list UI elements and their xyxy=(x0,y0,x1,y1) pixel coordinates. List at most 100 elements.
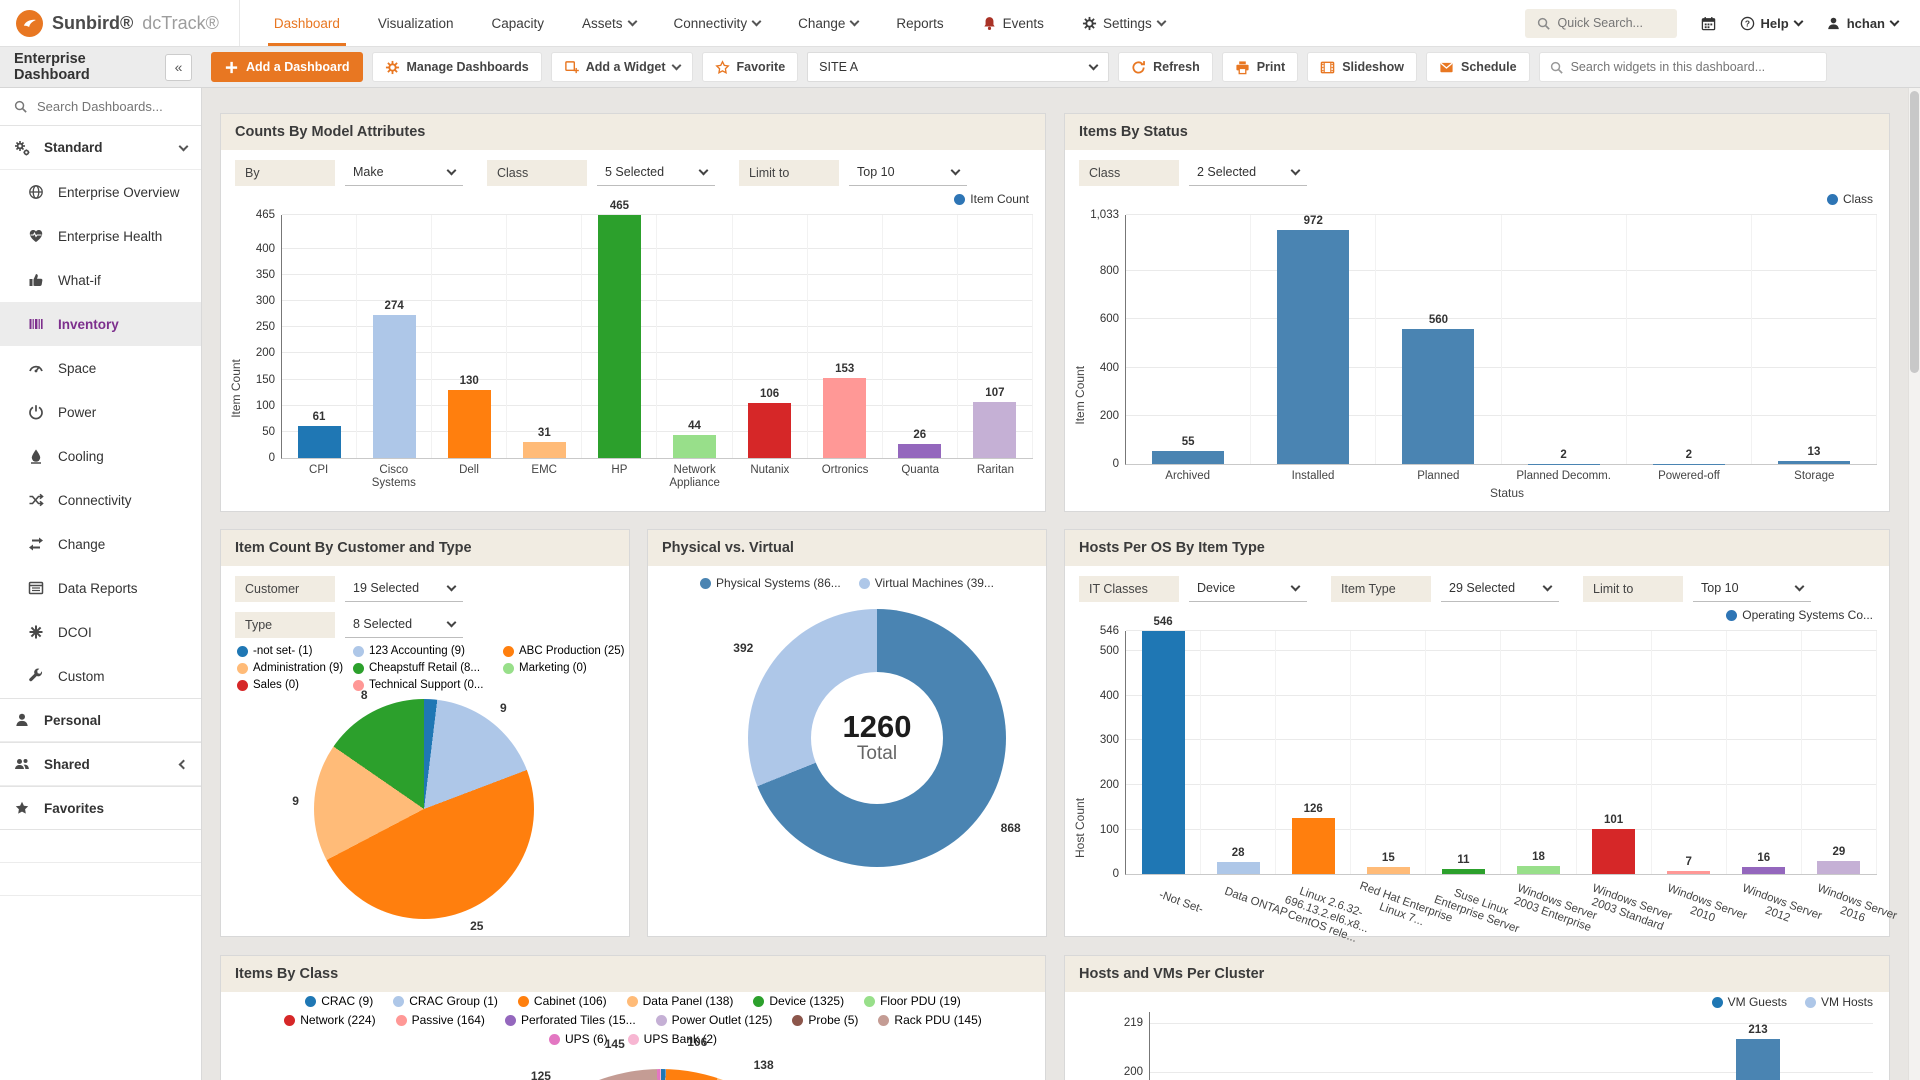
envelope-icon xyxy=(1439,60,1454,75)
filter-select-by[interactable]: Make xyxy=(345,159,463,186)
quick-search-input[interactable] xyxy=(1557,16,1666,30)
x-tick: -Not Set- xyxy=(1125,875,1204,941)
legend-item-passive-164[interactable]: Passive (164) xyxy=(395,1013,485,1027)
legend-item-sales-0[interactable]: Sales (0) xyxy=(237,679,345,691)
sidebar-item-change[interactable]: Change xyxy=(0,522,201,566)
legend-item-ups-bank-2[interactable]: UPS Bank (2) xyxy=(627,1032,717,1046)
sidebar-section-label: Standard xyxy=(44,140,103,155)
pie-slice-label-virtual-machines: 392 xyxy=(733,640,754,655)
filter-select-class[interactable]: 5 Selected xyxy=(597,159,715,186)
nav-item-capacity[interactable]: Capacity xyxy=(491,0,544,46)
gridline xyxy=(1126,828,1877,830)
legend-item-data-panel-138[interactable]: Data Panel (138) xyxy=(626,994,734,1008)
legend-label: Data Panel (138) xyxy=(642,994,734,1008)
star-icon xyxy=(714,59,730,75)
refresh-button[interactable]: Refresh xyxy=(1118,52,1213,82)
x-tick: Windows Server 2016 xyxy=(1802,875,1899,941)
sidebar-section-personal[interactable]: Personal xyxy=(0,698,201,742)
sidebar-item-enterprise-health[interactable]: Enterprise Health xyxy=(0,214,201,258)
user-menu[interactable]: hchan xyxy=(1826,16,1900,31)
legend-item-operating-systems-co[interactable]: Operating Systems Co... xyxy=(1726,608,1873,622)
filter-select-type[interactable]: 8 Selected xyxy=(345,611,463,638)
legend-item-crac-9[interactable]: CRAC (9) xyxy=(305,994,373,1008)
nav-item-change[interactable]: Change xyxy=(798,0,860,46)
help-menu[interactable]: ? Help xyxy=(1740,16,1804,31)
y-tick-label: 500 xyxy=(1099,645,1119,658)
sidebar-item-custom[interactable]: Custom xyxy=(0,654,201,698)
filter-select-limit-to[interactable]: Top 10 xyxy=(1693,575,1811,602)
nav-item-dashboard[interactable]: Dashboard xyxy=(267,0,346,46)
nav-item-reports[interactable]: Reports xyxy=(896,0,943,46)
legend-item-network-224[interactable]: Network (224) xyxy=(284,1013,376,1027)
nav-item-assets[interactable]: Assets xyxy=(582,0,637,46)
legend-item-marketing-0[interactable]: Marketing (0) xyxy=(503,662,624,674)
legend-item-class[interactable]: Class xyxy=(1826,192,1873,206)
sidebar-section-favorites[interactable]: Favorites xyxy=(0,786,201,830)
legend-item-physical-systems-86[interactable]: Physical Systems (86... xyxy=(700,576,841,590)
user-icon xyxy=(14,712,32,728)
page-scrollbar[interactable] xyxy=(1908,88,1920,1080)
legend-item-probe-5[interactable]: Probe (5) xyxy=(792,1013,858,1027)
collapse-sidebar-button[interactable]: « xyxy=(165,53,192,81)
nav-item-events[interactable]: Events xyxy=(982,0,1044,46)
quick-search[interactable] xyxy=(1524,8,1677,38)
slideshow-button[interactable]: Slideshow xyxy=(1307,52,1418,82)
calendar-icon[interactable] xyxy=(1701,16,1716,31)
sidebar-item-dcoi[interactable]: DCOI xyxy=(0,610,201,654)
filter-select-limit-to[interactable]: Top 10 xyxy=(849,159,967,186)
widget-search-input[interactable] xyxy=(1570,60,1811,74)
legend-item-cabinet-106[interactable]: Cabinet (106) xyxy=(517,994,607,1008)
legend-item-item-count[interactable]: Item Count xyxy=(954,192,1029,206)
legend-item-ups-6[interactable]: UPS (6) xyxy=(548,1032,608,1046)
sidebar-item-data-reports[interactable]: Data Reports xyxy=(0,566,201,610)
legend-item-vm-guests[interactable]: VM Guests xyxy=(1711,995,1787,1009)
sidebar-item-inventory[interactable]: Inventory xyxy=(0,302,201,346)
sidebar-item-enterprise-overview[interactable]: Enterprise Overview xyxy=(0,170,201,214)
widget-search[interactable] xyxy=(1538,52,1827,82)
add-widget-button[interactable]: Add a Widget xyxy=(550,52,693,82)
sidebar-section-shared[interactable]: Shared xyxy=(0,742,201,786)
x-tick-label: HP xyxy=(611,464,628,476)
legend-item-virtual-machines-39[interactable]: Virtual Machines (39... xyxy=(858,576,994,590)
legend-item-vm-hosts[interactable]: VM Hosts xyxy=(1804,995,1873,1009)
legend-item-administration-9[interactable]: Administration (9) xyxy=(237,662,345,674)
bar-value-label: 61 xyxy=(312,411,326,424)
schedule-button[interactable]: Schedule xyxy=(1426,52,1530,82)
nav-item-settings[interactable]: Settings xyxy=(1082,0,1167,46)
bar-suse-linux-enterprise-server xyxy=(1441,869,1485,874)
add-dashboard-button[interactable]: Add a Dashboard xyxy=(211,52,363,82)
filter-select-class[interactable]: 2 Selected xyxy=(1189,159,1307,186)
legend-item-rack-pdu-145[interactable]: Rack PDU (145) xyxy=(878,1013,982,1027)
nav-item-connectivity[interactable]: Connectivity xyxy=(674,0,762,46)
bar-hp xyxy=(597,215,641,458)
legend-item-power-outlet-125[interactable]: Power Outlet (125) xyxy=(655,1013,772,1027)
sidebar-item-connectivity[interactable]: Connectivity xyxy=(0,478,201,522)
sidebar-item-cooling[interactable]: Cooling xyxy=(0,434,201,478)
sidebar-search-input[interactable] xyxy=(37,99,187,114)
legend-item-123-accounting-9[interactable]: 123 Accounting (9) xyxy=(353,645,495,657)
nav-item-visualization[interactable]: Visualization xyxy=(378,0,454,46)
legend-item-crac-group-1[interactable]: CRAC Group (1) xyxy=(393,994,498,1008)
legend-item-floor-pdu-19[interactable]: Floor PDU (19) xyxy=(864,994,961,1008)
sidebar-item-power[interactable]: Power xyxy=(0,390,201,434)
bar-partial xyxy=(1736,1038,1780,1080)
filter-select-it-classes[interactable]: Device xyxy=(1189,575,1307,602)
sidebar-section-standard[interactable]: Standard xyxy=(0,126,201,170)
sidebar-item-space[interactable]: Space xyxy=(0,346,201,390)
site-selector[interactable]: SITE A xyxy=(807,52,1110,82)
legend-item-device-1325[interactable]: Device (1325) xyxy=(753,994,844,1008)
sidebar-search[interactable] xyxy=(0,88,201,126)
manage-dashboards-button[interactable]: Manage Dashboards xyxy=(371,52,542,82)
favorite-button[interactable]: Favorite xyxy=(701,52,799,82)
legend-item-technical-support-0[interactable]: Technical Support (0... xyxy=(353,679,495,691)
filter-select-customer[interactable]: 19 Selected xyxy=(345,575,463,602)
legend-item-perforated-tiles-15[interactable]: Perforated Tiles (15... xyxy=(504,1013,636,1027)
sidebar-item-what-if[interactable]: What-if xyxy=(0,258,201,302)
legend-item-not-set-1[interactable]: -not set- (1) xyxy=(237,645,345,657)
legend-item-abc-production-25[interactable]: ABC Production (25) xyxy=(503,645,624,657)
filter-select-item-type[interactable]: 29 Selected xyxy=(1441,575,1559,602)
scrollbar-thumb[interactable] xyxy=(1910,91,1919,373)
print-button[interactable]: Print xyxy=(1221,52,1299,82)
legend-item-cheapstuff-retail-8[interactable]: Cheapstuff Retail (8... xyxy=(353,662,495,674)
chevron-down-icon xyxy=(446,617,457,627)
